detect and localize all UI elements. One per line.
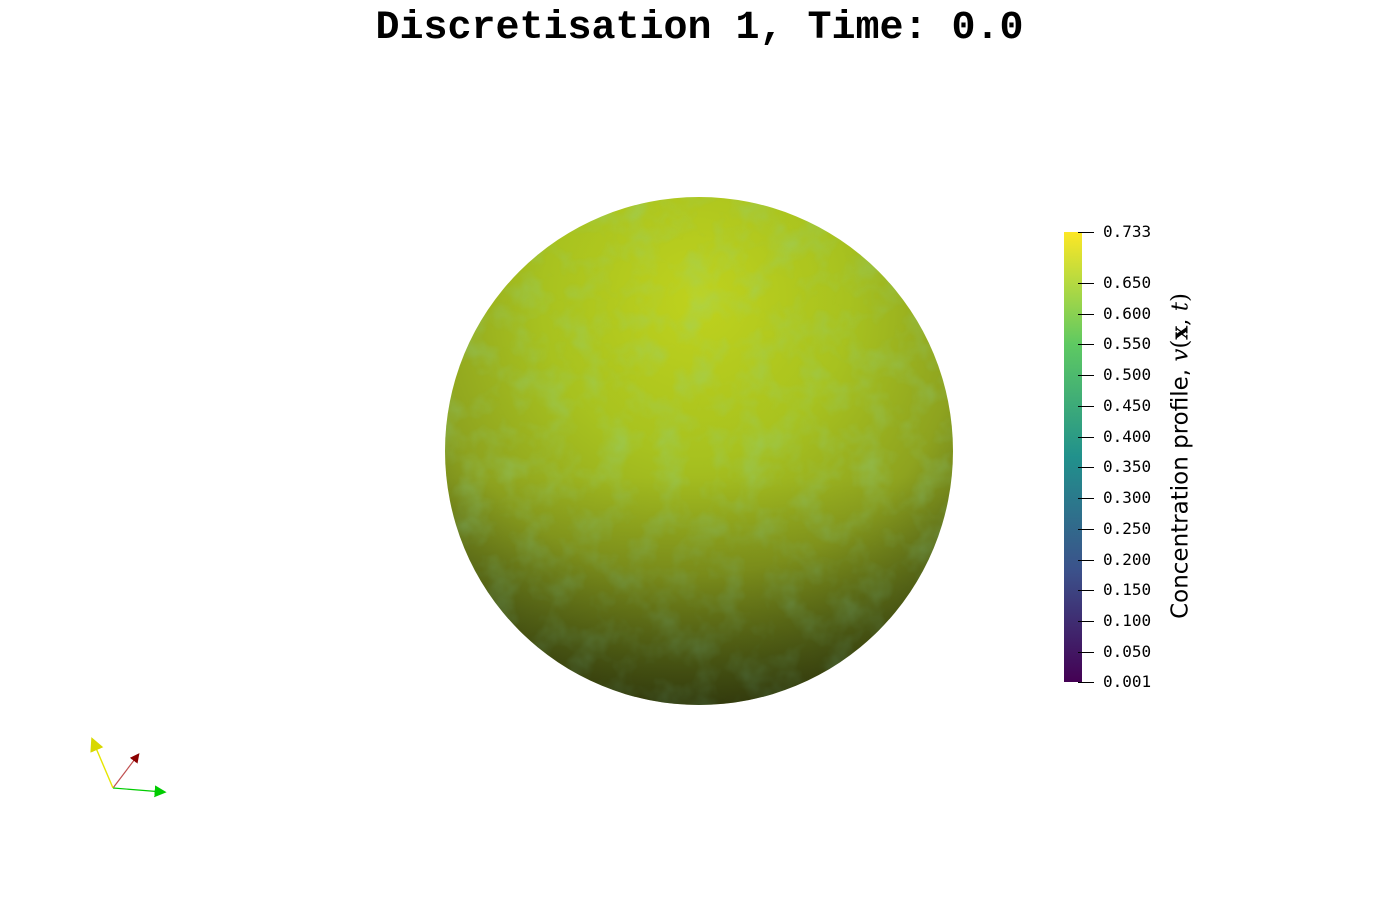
colorbar-tick-label: 0.001 xyxy=(1103,672,1152,691)
colorbar-tick xyxy=(1078,375,1094,376)
plot-title: Discretisation 1, Time: 0.0 xyxy=(375,6,1024,51)
colorbar-tick-label: 0.250 xyxy=(1103,519,1152,538)
colorbar-tick-label: 0.650 xyxy=(1103,273,1152,292)
colorbar-tick-label: 0.600 xyxy=(1103,304,1152,323)
colorbar-tick-label: 0.350 xyxy=(1103,457,1152,476)
colorbar-tick-label: 0.100 xyxy=(1103,611,1152,630)
colorbar-tick-label: 0.050 xyxy=(1103,642,1152,661)
colorbar-title: Concentration profile, v(x, t) xyxy=(1167,293,1194,619)
colorbar-tick xyxy=(1078,344,1094,345)
colorbar-tick xyxy=(1078,682,1094,683)
colorbar-tick xyxy=(1078,498,1094,499)
colorbar-tick xyxy=(1078,232,1094,233)
colorbar-tick xyxy=(1078,560,1094,561)
colorbar-tick-label: 0.550 xyxy=(1103,334,1152,353)
axis-y-arrow xyxy=(112,785,167,798)
axis-z-arrow xyxy=(90,737,114,789)
colorbar-tick xyxy=(1078,314,1094,315)
colorbar-tick xyxy=(1078,652,1094,653)
colorbar-tick xyxy=(1078,621,1094,622)
axis-x-arrow xyxy=(112,753,140,789)
colorbar-tick-label: 0.500 xyxy=(1103,365,1152,384)
colorbar-tick xyxy=(1078,437,1094,438)
colorbar-scale xyxy=(1064,232,1082,682)
colorbar-tick-label: 0.733 xyxy=(1103,222,1152,241)
colorbar-tick xyxy=(1078,467,1094,468)
colorbar-tick-label: 0.300 xyxy=(1103,488,1152,507)
colorbar-tick-label: 0.400 xyxy=(1103,427,1152,446)
colorbar-tick-label: 0.150 xyxy=(1103,580,1152,599)
colorbar-tick-label: 0.450 xyxy=(1103,396,1152,415)
colorbar-tick xyxy=(1078,590,1094,591)
sphere-surface xyxy=(445,197,953,705)
colorbar-title-text: Concentration profile, xyxy=(1167,361,1194,619)
colorbar-tick xyxy=(1078,529,1094,530)
colorbar-tick xyxy=(1078,406,1094,407)
colorbar-tick xyxy=(1078,283,1094,284)
orientation-axes-widget xyxy=(90,737,167,798)
colorbar-tick-label: 0.200 xyxy=(1103,550,1152,569)
colorbar-title-math: v(x, t) xyxy=(1166,293,1194,362)
